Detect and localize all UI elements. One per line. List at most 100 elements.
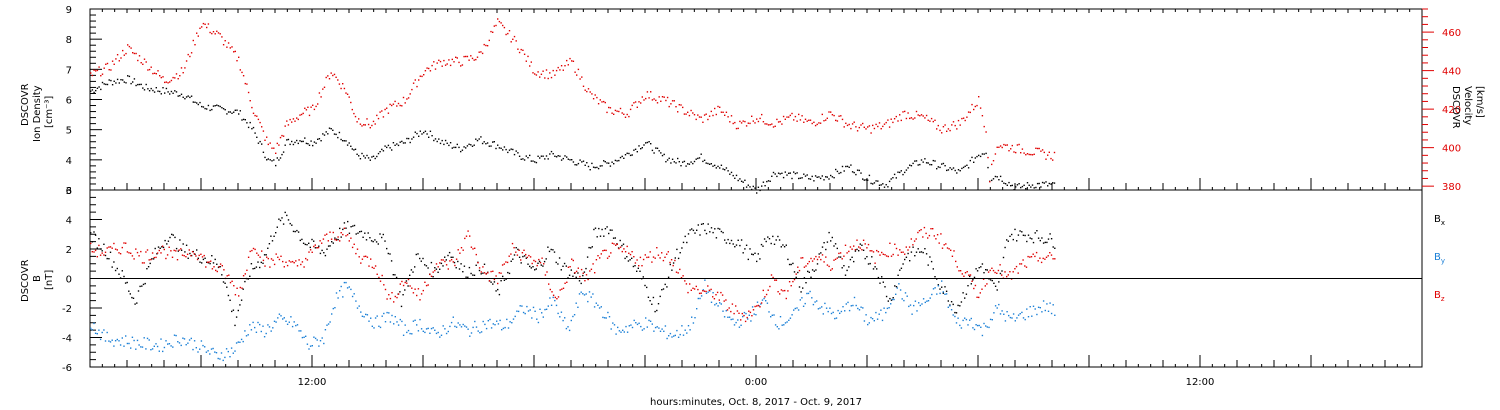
bx-point: [622, 243, 625, 245]
by-point: [118, 340, 120, 342]
bx-point: [627, 260, 630, 262]
velocity-point: [786, 116, 788, 118]
bz-point: [679, 268, 681, 271]
density-point: [508, 149, 511, 151]
density-point: [665, 161, 667, 163]
bz-point: [168, 246, 170, 248]
bz-point: [551, 291, 553, 293]
density-point: [170, 90, 173, 93]
velocity-point: [604, 101, 606, 104]
density-point: [868, 174, 871, 177]
by-point: [522, 311, 525, 314]
bz-point: [1004, 271, 1006, 273]
by-point: [549, 297, 551, 299]
by-point: [329, 321, 331, 323]
bz-point: [716, 291, 719, 294]
bz-point: [178, 249, 180, 251]
velocity-point: [525, 60, 527, 62]
bx-point: [807, 270, 809, 273]
velocity-point: [941, 132, 943, 134]
velocity-point: [981, 115, 984, 117]
by-point: [774, 324, 777, 326]
by-point: [321, 337, 323, 339]
bz-point: [409, 285, 411, 287]
by-point: [605, 317, 607, 319]
velocity-point: [964, 119, 966, 122]
velocity-point: [769, 124, 771, 126]
velocity-point: [757, 120, 760, 123]
bz-point: [314, 244, 316, 246]
velocity-point: [1015, 151, 1017, 154]
bx-point: [355, 233, 357, 235]
by-point: [914, 300, 917, 302]
velocity-point: [562, 69, 564, 71]
density-point: [1004, 183, 1007, 185]
velocity-point: [944, 124, 946, 126]
density-point: [180, 93, 183, 95]
by-point: [125, 335, 127, 337]
by-point: [743, 311, 746, 314]
bz-point: [976, 296, 978, 298]
by-point: [1009, 316, 1012, 319]
velocity-point: [695, 118, 697, 121]
density-point: [132, 81, 134, 83]
velocity-point: [296, 117, 298, 119]
density-point: [687, 163, 689, 165]
bz-point: [866, 247, 868, 249]
bx-point: [749, 248, 751, 250]
velocity-point: [597, 103, 600, 105]
velocity-point: [455, 56, 457, 58]
density-point: [1035, 186, 1037, 189]
bz-point: [800, 257, 802, 259]
bz-point: [1007, 274, 1009, 276]
density-point: [455, 146, 457, 149]
by-point: [314, 337, 317, 340]
density-point: [217, 105, 220, 107]
by-point: [370, 317, 372, 319]
bx-point: [667, 276, 670, 278]
bx-point: [676, 248, 678, 251]
density-point: [814, 175, 817, 177]
velocity-series: [90, 18, 1056, 183]
velocity-point: [411, 88, 413, 91]
by-point: [368, 320, 370, 322]
bz-point: [106, 247, 108, 249]
bz-point: [624, 251, 627, 253]
velocity-point: [354, 115, 357, 118]
bx-point: [777, 235, 779, 238]
by-point: [527, 310, 530, 312]
by-point: [286, 323, 289, 325]
velocity-point: [429, 70, 432, 72]
bz-point: [365, 255, 367, 257]
bx-point: [672, 262, 675, 264]
velocity-point: [826, 117, 828, 119]
legend-bz-sub: z: [1441, 295, 1445, 303]
velocity-point: [180, 67, 183, 69]
density-point: [189, 96, 191, 99]
by-point: [937, 285, 940, 287]
bx-point: [557, 263, 559, 265]
by-point: [544, 308, 546, 311]
bz-point: [546, 271, 548, 273]
velocity-point: [523, 53, 526, 55]
by-point: [254, 326, 256, 329]
velocity-point: [818, 122, 820, 124]
velocity-point: [554, 74, 556, 76]
bz-point: [843, 255, 845, 257]
density-point: [845, 165, 847, 168]
bz-point: [140, 250, 142, 253]
bz-point: [641, 265, 643, 267]
bz-point: [309, 249, 312, 251]
bottom-y-tick-label: -4: [62, 334, 72, 345]
by-point: [511, 322, 513, 324]
bz-point: [900, 251, 903, 253]
by-point: [960, 327, 963, 329]
velocity-point: [328, 78, 331, 80]
density-point: [490, 145, 492, 147]
velocity-point: [327, 75, 329, 77]
density-point: [878, 184, 881, 186]
bx-point: [861, 244, 863, 246]
by-point: [740, 324, 742, 326]
density-point: [338, 131, 341, 134]
bz-point: [894, 243, 896, 245]
